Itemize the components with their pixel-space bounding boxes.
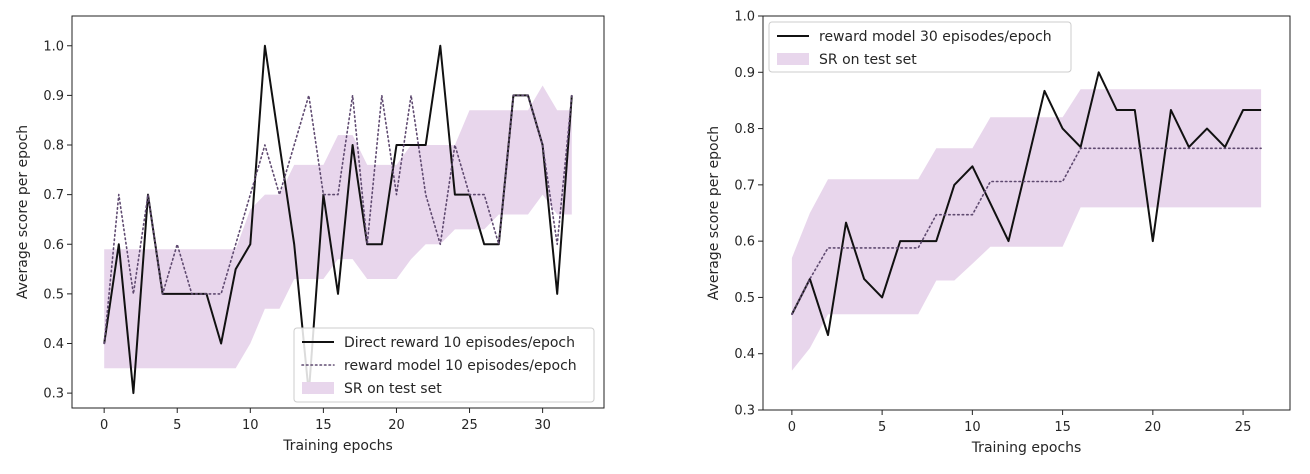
chart1-legend-box [768, 21, 1072, 73]
chart1-dotted-series-line [791, 147, 1262, 316]
chart1-y-tick-label: 0.3 [734, 404, 755, 419]
chart0-y-tick-label: 0.5 [43, 287, 64, 302]
chart0-y-tick-label: 0.4 [43, 337, 64, 352]
chart0-y-axis-label: Average score per epoch [15, 125, 31, 299]
chart0-legend-label: SR on test set [344, 381, 442, 397]
chart1-x-tick-label: 10 [964, 420, 981, 435]
chart1-y-tick-label: 1.0 [734, 10, 755, 25]
chart0-x-tick-label: 5 [173, 418, 181, 433]
chart1-plot-frame [762, 15, 1291, 411]
chart1-legend: reward model 30 episodes/epoch SR on test… [768, 21, 1072, 73]
chart0-legend-label: reward model 10 episodes/epoch [344, 358, 577, 374]
chart1-x-tick-label: 0 [788, 420, 796, 435]
chart1-legend-label: reward model 30 episodes/epoch [819, 29, 1052, 45]
chart1-y-tick-label: 0.5 [734, 291, 755, 306]
chart0-y-tick-label: 0.3 [43, 387, 64, 402]
chart0-x-tick-label: 15 [315, 418, 332, 433]
right-chart: 0 5 10 15 20 25 0.3 0.4 0.5 0.6 0.7 0.8 0.9 1.0 Traini… [706, 10, 1291, 456]
chart1-solid-series-line [791, 71, 1262, 337]
chart0-legend-box [293, 327, 595, 403]
chart0-x-tick-label: 30 [534, 418, 551, 433]
chart1-y-axis-label: Average score per epoch [706, 126, 722, 300]
chart1-x-tick-label: 5 [878, 420, 886, 435]
left-chart: 0 5 10 15 20 25 30 0.3 0.4 0.5 0.6 0.7 0.8 0.9 1.0 Trai… [15, 15, 605, 454]
chart0-solid-series-line [103, 44, 573, 395]
chart0-legend-label: Direct reward 10 episodes/epoch [344, 335, 575, 351]
chart0-y-tick-label: 0.8 [43, 139, 64, 154]
chart0-x-tick-label: 20 [388, 418, 405, 433]
chart0-legend: Direct reward 10 episodes/epoch reward mo… [293, 327, 595, 403]
chart1-y-tick-label: 0.7 [734, 178, 755, 193]
chart0-plot-frame [71, 15, 605, 409]
chart0-dotted-series-line [103, 94, 573, 345]
chart0-x-axis-label: Training epochs [282, 438, 393, 454]
chart1-x-tick-label: 15 [1054, 420, 1071, 435]
chart1-y-tick-label: 0.8 [734, 122, 755, 137]
chart0-x-tick-label: 10 [242, 418, 259, 433]
chart0-y-tick-label: 1.0 [43, 39, 64, 54]
chart0-x-tick-label: 0 [100, 418, 108, 433]
chart1-x-axis-label: Training epochs [971, 440, 1082, 456]
chart0-legend-band-swatch [302, 382, 334, 394]
chart1-y-tick-label: 0.9 [734, 66, 755, 81]
chart0-x-tick-label: 25 [461, 418, 478, 433]
chart1-legend-band-swatch [777, 53, 809, 65]
chart0-y-tick-label: 0.6 [43, 238, 64, 253]
chart1-x-tick-label: 20 [1145, 420, 1162, 435]
chart0-y-tick-label: 0.7 [43, 188, 64, 203]
chart1-x-tick-label: 25 [1235, 420, 1252, 435]
chart1-y-tick-label: 0.4 [734, 347, 755, 362]
chart1-y-tick-label: 0.6 [734, 235, 755, 250]
chart0-sr-band [104, 85, 572, 369]
chart0-y-tick-label: 0.9 [43, 89, 64, 104]
chart1-sr-band [791, 89, 1262, 371]
chart1-legend-label: SR on test set [819, 52, 917, 68]
